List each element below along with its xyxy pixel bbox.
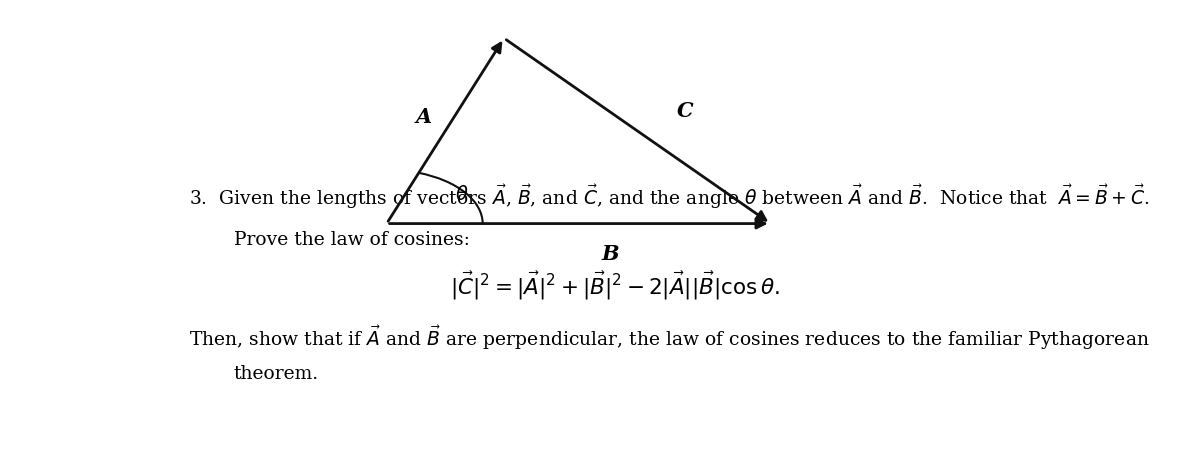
Text: Then, show that if $\vec{A}$ and $\vec{B}$ are perpendicular, the law of cosines: Then, show that if $\vec{A}$ and $\vec{B… [190,323,1150,351]
Text: Prove the law of cosines:: Prove the law of cosines: [234,230,469,248]
Text: $|\vec{C}|^2 = |\vec{A}|^2 + |\vec{B}|^2 - 2|\vec{A}||\vec{B}|\cos\theta.$: $|\vec{C}|^2 = |\vec{A}|^2 + |\vec{B}|^2… [450,269,780,301]
Text: C: C [677,101,694,121]
Text: $\theta$: $\theta$ [455,185,468,204]
Text: B: B [602,244,619,264]
Text: A: A [416,106,432,127]
Text: theorem.: theorem. [234,364,319,382]
Text: 3.  Given the lengths of vectors $\vec{A}$, $\vec{B}$, and $\vec{C}$, and the an: 3. Given the lengths of vectors $\vec{A}… [190,182,1150,210]
